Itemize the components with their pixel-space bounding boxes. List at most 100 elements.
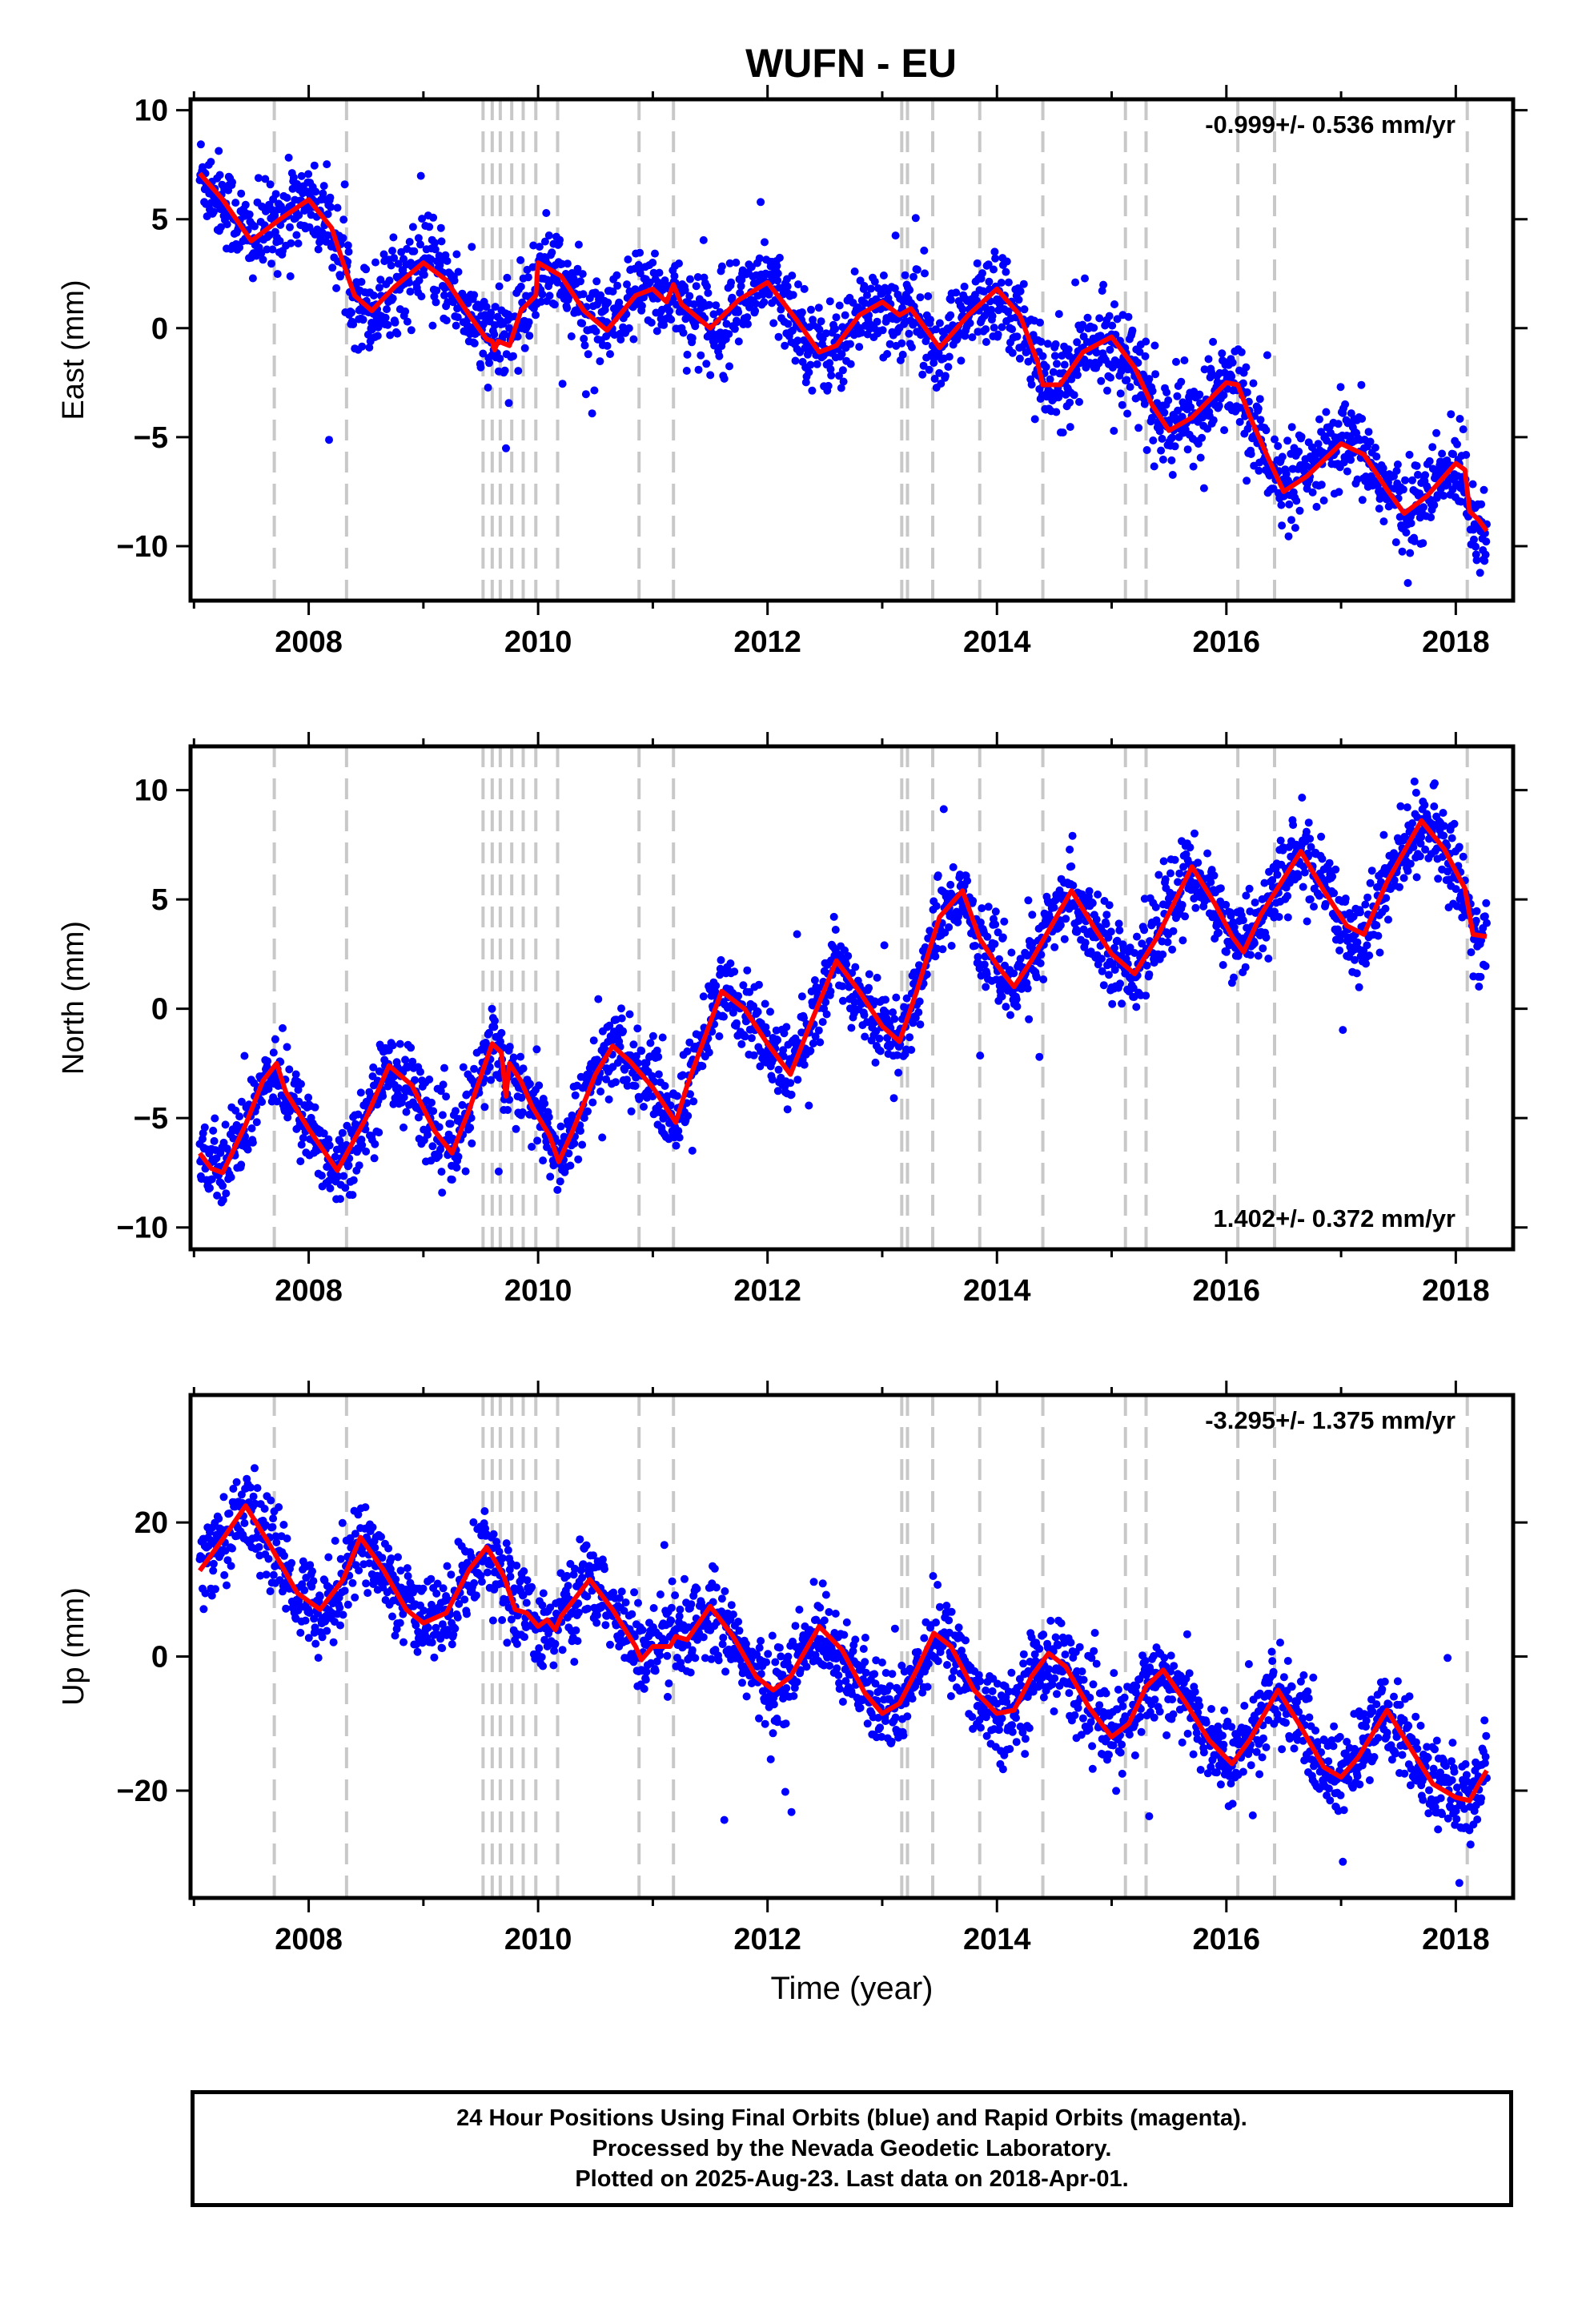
data-point	[407, 1043, 416, 1052]
data-point	[976, 1051, 985, 1060]
data-point	[217, 223, 225, 231]
data-point	[1118, 999, 1126, 1008]
y-axis-label: East (mm)	[57, 279, 90, 420]
data-point	[482, 303, 491, 312]
data-point	[1291, 524, 1299, 533]
data-point	[408, 1057, 417, 1066]
x-tick-label: 2008	[275, 1274, 343, 1308]
data-point	[331, 1152, 339, 1161]
data-point	[232, 1478, 241, 1486]
data-point	[452, 250, 461, 259]
data-point	[1002, 257, 1011, 266]
data-point	[1025, 1015, 1034, 1023]
data-point	[235, 243, 244, 251]
data-point	[851, 963, 860, 971]
data-point	[945, 352, 954, 361]
data-point	[436, 1145, 445, 1154]
data-point	[1358, 496, 1367, 505]
data-point	[425, 1076, 434, 1084]
model-line	[198, 171, 1489, 533]
data-point	[394, 1084, 403, 1092]
data-point	[841, 311, 849, 320]
data-point	[1443, 480, 1452, 489]
data-point	[228, 178, 236, 187]
data-point	[915, 961, 923, 970]
data-point	[519, 1064, 528, 1073]
data-point	[808, 386, 817, 395]
data-point	[791, 356, 800, 365]
data-point	[271, 1532, 280, 1541]
data-point	[1000, 917, 1009, 926]
data-point	[889, 1008, 897, 1017]
data-point	[960, 282, 969, 291]
data-point	[879, 271, 888, 279]
data-point	[1298, 794, 1307, 802]
data-point	[494, 1167, 503, 1176]
data-point	[1406, 549, 1415, 557]
data-point	[1391, 538, 1400, 547]
data-point	[461, 1167, 470, 1176]
data-point	[247, 1483, 255, 1492]
data-point	[978, 269, 986, 278]
data-point	[663, 1092, 672, 1100]
data-point	[1455, 842, 1464, 851]
data-point	[1159, 857, 1168, 866]
data-point	[1053, 360, 1061, 368]
data-point	[452, 1107, 460, 1116]
data-point	[982, 325, 990, 334]
data-point	[405, 238, 414, 246]
data-point	[994, 928, 1002, 937]
data-point	[573, 264, 582, 273]
data-point	[1242, 891, 1251, 900]
data-point	[1116, 389, 1125, 398]
data-point	[1102, 919, 1110, 928]
data-point	[1016, 955, 1025, 963]
data-point	[709, 310, 718, 319]
data-point	[393, 329, 402, 338]
data-point	[311, 1639, 320, 1648]
data-point	[1425, 834, 1433, 843]
data-point	[684, 1112, 693, 1120]
data-point	[681, 286, 689, 295]
data-point	[468, 243, 476, 251]
data-point	[1099, 981, 1108, 990]
data-point	[324, 1135, 333, 1144]
data-point	[1050, 352, 1059, 360]
data-point	[720, 374, 729, 383]
data-point	[1475, 983, 1484, 991]
data-point	[322, 237, 331, 246]
data-point	[675, 259, 683, 267]
data-point	[550, 300, 559, 309]
data-point	[863, 291, 871, 300]
data-point	[1050, 943, 1059, 951]
data-point	[311, 187, 320, 196]
data-point	[1110, 300, 1118, 308]
data-point	[237, 189, 246, 198]
data-point	[328, 263, 337, 272]
data-point	[304, 1093, 313, 1102]
data-point	[1095, 314, 1104, 323]
data-point	[905, 329, 913, 338]
data-point	[1105, 312, 1114, 320]
data-point	[1400, 833, 1409, 841]
data-point	[775, 253, 784, 262]
data-point	[571, 1091, 580, 1100]
data-point	[596, 357, 604, 366]
data-point	[1135, 348, 1144, 356]
data-point	[1068, 831, 1077, 840]
data-point	[1456, 497, 1465, 506]
data-point	[1062, 915, 1070, 923]
data-point	[504, 1106, 512, 1114]
data-point	[737, 1039, 746, 1048]
data-point	[1066, 845, 1074, 854]
data-point	[920, 246, 929, 255]
data-point	[314, 245, 323, 254]
y-tick-label: −5	[134, 421, 168, 455]
data-point	[1083, 313, 1092, 322]
data-point	[1116, 979, 1124, 988]
data-point	[990, 324, 998, 332]
data-point	[1372, 921, 1381, 930]
data-point	[349, 1176, 358, 1184]
data-point	[1399, 485, 1407, 494]
